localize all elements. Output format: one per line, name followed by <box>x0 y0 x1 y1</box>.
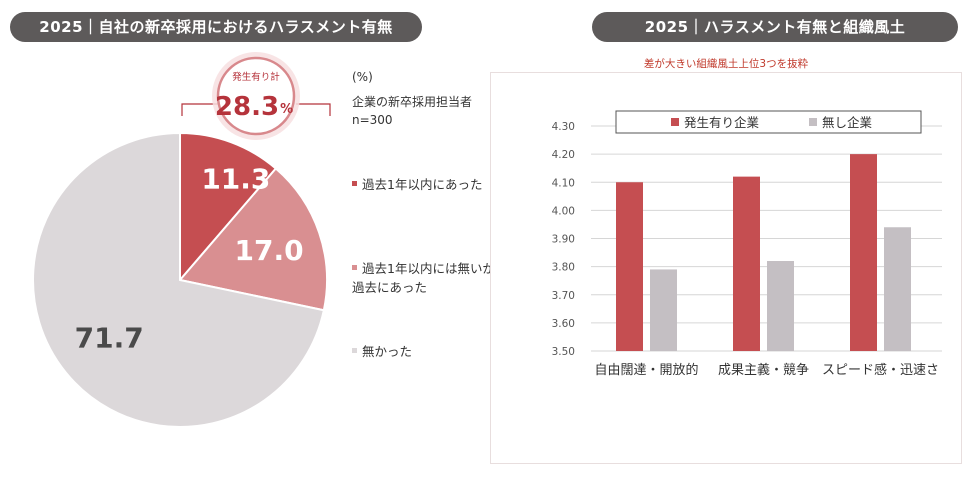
legend-swatch <box>352 265 357 270</box>
bar-none <box>650 269 677 351</box>
bar-chart-note: 差が大きい組織風土上位3つを抜粋 <box>643 58 809 70</box>
y-tick-label: 3.80 <box>552 262 575 274</box>
y-tick-label: 4.00 <box>552 205 575 217</box>
legend-label: 無かった <box>362 344 413 359</box>
y-tick-label: 3.60 <box>552 318 575 330</box>
pie-slice-none <box>32 131 326 428</box>
y-tick-label: 3.50 <box>552 346 575 358</box>
y-tick-label: 4.20 <box>552 149 575 161</box>
respondents-label: 企業の新卒採用担当者 <box>352 95 473 109</box>
legend-swatch-occurred <box>671 118 679 126</box>
badge-number: 28.3 <box>215 92 279 122</box>
pie-value-label: 11.3 <box>201 163 270 196</box>
legend-swatch-none <box>809 118 817 126</box>
pie-chart: 発生有り計 28.3% 11.3 17.0 71.7 <box>32 52 331 428</box>
bar-none <box>767 261 794 351</box>
y-tick-label: 4.30 <box>552 121 575 133</box>
bar-chart-panel: 差が大きい組織風土上位3つを抜粋 4.30 4.20 4.10 4.00 3.90 3.8… <box>490 58 962 464</box>
legend-item-recent: 過去1年以内にあった <box>352 175 482 194</box>
bar-legend-box <box>615 110 922 134</box>
legend-swatch <box>352 348 357 353</box>
pie-value-label: 17.0 <box>235 234 304 267</box>
bar-legend-label: 無し企業 <box>822 115 873 130</box>
x-category-label: 成果主義・競争 <box>718 362 809 378</box>
legend-label-line2: 過去にあった <box>352 280 428 295</box>
bar-chart: 4.30 4.20 4.10 4.00 3.90 3.80 3.70 3.60 3.50 自由闊達… <box>552 110 942 378</box>
legend-item-none: 無かった <box>352 342 412 361</box>
pie-chart-title: 2025｜自社の新卒採用におけるハラスメント有無 <box>10 12 422 42</box>
bar-occurred <box>850 154 877 351</box>
y-tick-label: 3.70 <box>552 290 575 302</box>
bar-none <box>884 227 911 351</box>
badge-value: 28.3% <box>215 92 293 122</box>
badge-ring <box>216 56 296 136</box>
bar-occurred <box>616 182 643 351</box>
y-tick-label: 4.10 <box>552 177 575 189</box>
bar-chart-title: 2025｜ハラスメント有無と組織風土 <box>592 12 958 42</box>
x-category-label: 自由闊達・開放的 <box>594 362 698 378</box>
pie-value-label: 71.7 <box>75 321 144 354</box>
sample-size: n=300 <box>352 113 393 127</box>
legend-label: 過去1年以内にあった <box>362 177 483 192</box>
x-category-label: スピード感・迅速さ <box>822 362 939 378</box>
occurred-total-bracket <box>181 103 331 116</box>
y-tick-label: 3.90 <box>552 234 575 246</box>
badge-unit: % <box>280 102 293 117</box>
bar-occurred <box>733 176 760 351</box>
legend-label: 過去1年以内には無いが、 <box>362 261 508 276</box>
legend-swatch <box>352 181 357 186</box>
pie-slice-past <box>178 167 328 312</box>
bar-legend-label: 発生有り企業 <box>684 115 760 130</box>
badge-label: 発生有り計 <box>232 71 280 83</box>
pie-slice-recent <box>179 131 278 283</box>
percent-unit: (%) <box>352 70 373 84</box>
legend-item-past: 過去1年以内には無いが、 過去にあった <box>352 259 507 297</box>
